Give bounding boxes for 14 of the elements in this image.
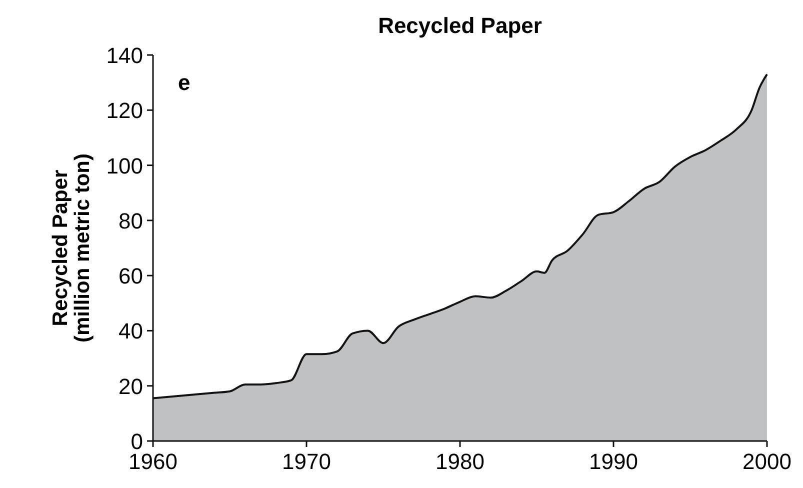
annotation: e [178,70,190,95]
x-tick-label: 1970 [282,449,331,474]
x-tick-label: 2000 [742,449,792,474]
y-tick-label: 100 [106,153,143,178]
x-tick-label: 1990 [589,449,638,474]
chart-title: Recycled Paper [378,13,542,38]
y-tick-label: 60 [118,264,143,289]
y-tick-label: 120 [106,98,143,124]
x-tick-label: 1980 [436,449,484,474]
y-tick-label: 40 [118,318,143,344]
y-tick-label: 140 [106,43,143,68]
y-tick-label: 20 [118,374,143,399]
y-tick-label: 80 [118,208,143,234]
y-axis-title: Recycled Paper (million metric ton) [49,154,94,342]
